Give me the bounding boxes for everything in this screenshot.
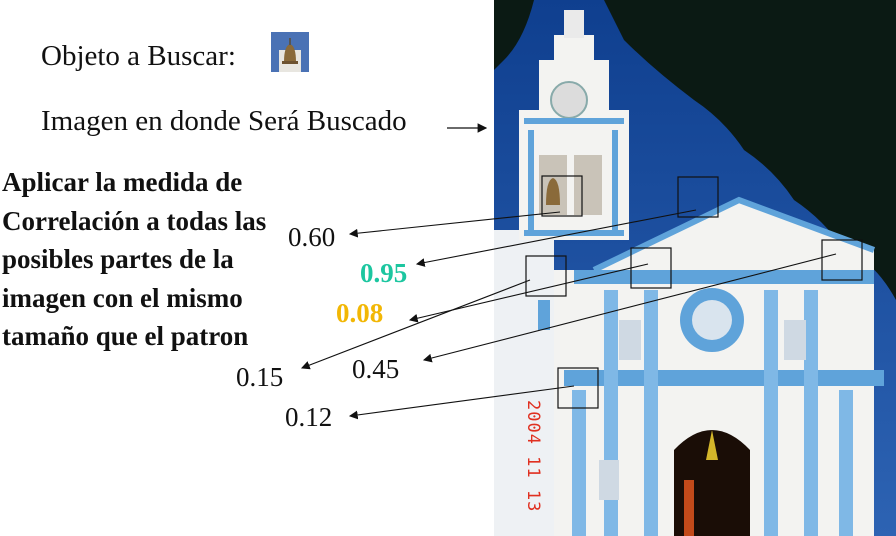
score-1: 0.95: [360, 258, 408, 288]
instructions-text: Aplicar la medida de Correlación a todas…: [2, 167, 267, 351]
score-0: 0.60: [288, 222, 336, 252]
search-image-label: Imagen en donde Será Buscado: [41, 105, 407, 137]
score-3: 0.15: [236, 362, 284, 392]
photo-datestamp: 2004 11 13: [523, 400, 543, 513]
object-to-find-label: Objeto a Buscar:: [41, 40, 236, 72]
score-2: 0.08: [336, 298, 384, 328]
score-5: 0.12: [285, 402, 333, 432]
church-photo: [494, 0, 896, 536]
church-illustration: [494, 0, 896, 536]
score-4: 0.45: [352, 354, 400, 384]
pattern-thumbnail: [271, 32, 309, 72]
bell-icon: [271, 32, 309, 72]
